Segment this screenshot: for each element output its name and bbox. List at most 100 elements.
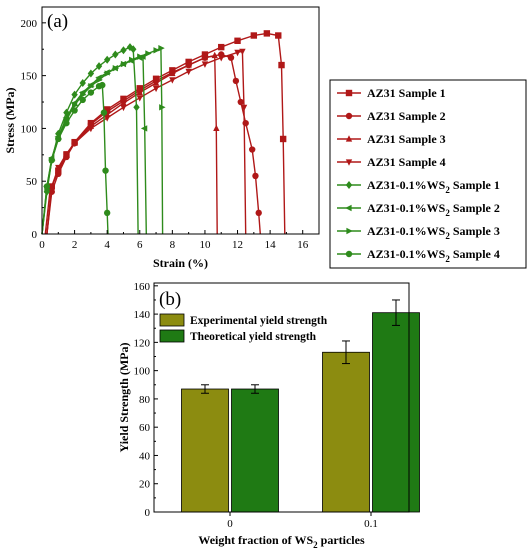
data-point [137,53,144,60]
error-bar [251,384,259,394]
panel-label: (a) [47,11,68,32]
data-point [145,50,152,57]
x-tick-label: 2 [72,239,78,251]
y-tick-label: 200 [21,18,38,30]
data-point [95,62,103,71]
data-point [71,107,78,114]
data-point [63,119,70,127]
data-point [234,37,241,44]
data-point [218,55,225,62]
data-point [153,47,160,54]
data-point [120,99,127,106]
legend-marker [345,112,353,120]
legend-label: Experimental yield strength [190,315,328,327]
data-point [55,164,62,172]
data-point [102,167,109,174]
legend-label-subscript: 2 [445,185,450,195]
x-tick-label: 16 [297,239,309,251]
series-line [44,54,218,235]
data-point [104,70,111,77]
legend: Experimental yield strength Theoretical y… [159,313,328,343]
data-point [242,119,249,127]
error-bar [342,340,350,365]
data-point [99,81,106,89]
y-tick-label: 40 [139,450,151,462]
bar [231,388,279,513]
data-point [71,140,78,147]
data-point [252,172,259,180]
data-point [201,61,209,68]
legend-marker [345,250,353,258]
data-point [279,135,287,143]
legend-item: AZ31-0.1%WS2 Sample 2 [337,201,500,218]
data-point [227,54,235,61]
legend-label: AZ31-0.1%WS2 Sample 1 [367,178,500,195]
legend-item: AZ31 Sample 2 [337,109,446,123]
data-point [120,60,128,68]
data-point [87,89,95,96]
error-bar [392,299,400,326]
legend-item: AZ31 Sample 1 [337,86,446,100]
x-axis-label-subscript: 2 [313,540,318,550]
data-point [136,88,143,96]
legend-label: AZ31-0.1%WS2 Sample 2 [367,201,500,218]
legend-item: AZ31-0.1%WS2 Sample 3 [337,224,500,241]
x-tick-label: 0 [227,518,233,530]
legend-marker [345,159,353,166]
data-point [55,129,62,138]
legend-label-subscript: 2 [445,231,450,241]
x-tick-label: 10 [199,239,211,251]
legend-label-tail: Sample 4 [450,247,500,261]
data-point [169,77,176,84]
y-tick-label: 50 [26,176,38,188]
y-tick-label: 150 [21,71,38,83]
legend-label-base: AZ31-0.1%WS [367,224,446,238]
x-axis-label: Weight fraction of WS2 particles [198,533,365,550]
y-tick-label: 140 [134,309,151,321]
data-point [152,79,160,86]
data-point [240,104,248,112]
data-point [152,85,160,93]
x-axis-label-base: Weight fraction of WS [198,533,313,547]
data-point [248,146,256,153]
legend-label-base: AZ31 Sample 2 [367,109,446,123]
data-point [185,68,192,76]
y-axis-label: Stress (MPa) [3,87,17,153]
data-point [100,109,108,116]
data-point [80,91,87,98]
data-point [218,43,225,51]
data-point [43,183,51,190]
plot-frame [153,282,410,513]
bar-series-2 [231,299,420,513]
data-point [103,115,111,122]
legend-label-tail: Sample 3 [450,224,500,238]
legend-swatch [159,329,185,343]
data-point [120,46,127,55]
legend-label-tail: Sample 2 [450,201,500,215]
series-line [41,84,109,235]
data-point [278,61,285,69]
x-tick-label: 4 [104,239,110,251]
data-point [136,95,143,102]
data-point [112,50,119,59]
legend-marker [345,204,352,212]
data-point [55,135,62,143]
data-point [140,125,148,132]
data-point [112,65,120,72]
x-tick-label: 0 [39,239,45,251]
data-point [250,32,258,39]
y-tick-label: 100 [134,366,151,378]
data-point [129,56,136,63]
series-1 [46,30,287,235]
data-point [120,104,127,112]
data-point [88,82,95,90]
data-point [133,103,140,112]
plot-frame [41,6,320,235]
legend-label-subscript: 2 [445,254,450,264]
legend-label-base: AZ31 Sample 3 [367,132,446,146]
data-point [63,151,70,158]
legend-label-base: AZ31-0.1%WS [367,247,446,261]
data-point [48,156,55,164]
data-point [71,90,78,99]
legend-label-subscript: 2 [445,208,450,218]
